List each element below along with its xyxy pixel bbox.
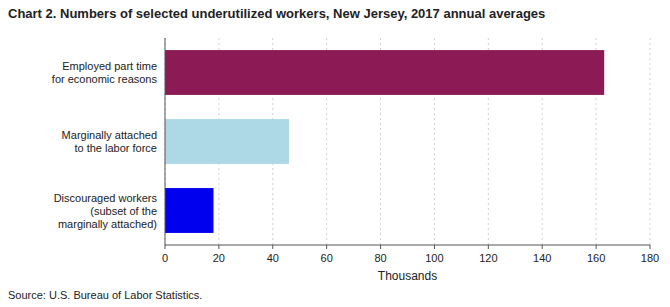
tick-label: 120 bbox=[479, 252, 497, 264]
chart-container: Chart 2. Numbers of selected underutiliz… bbox=[0, 0, 670, 307]
grid-line bbox=[165, 38, 166, 245]
category-label: Employed part timefor economic reasons bbox=[52, 60, 158, 85]
tick-mark bbox=[272, 245, 273, 249]
y-axis: Discouraged workers(subset of themargina… bbox=[52, 60, 158, 230]
tick-mark bbox=[488, 245, 489, 249]
title: Chart 2. Numbers of selected underutiliz… bbox=[8, 6, 545, 21]
tick-mark bbox=[165, 245, 166, 249]
tick-label: 60 bbox=[321, 252, 333, 264]
tick-label: 80 bbox=[374, 252, 386, 264]
x-axis-line bbox=[165, 245, 650, 246]
tick-label: 20 bbox=[213, 252, 225, 264]
tick-label: 160 bbox=[587, 252, 605, 264]
bar bbox=[165, 188, 214, 233]
category-label: Discouraged workers(subset of themargina… bbox=[54, 192, 158, 230]
y-axis-line bbox=[165, 38, 166, 245]
bars bbox=[165, 50, 604, 233]
category-label: Marginally attachedto the labor force bbox=[62, 129, 157, 154]
chart-svg: Chart 2. Numbers of selected underutiliz… bbox=[0, 0, 670, 307]
x-axis: 0 20 40 60 80 100 120 140 160 180 bbox=[162, 245, 659, 264]
tick-mark bbox=[218, 245, 219, 249]
tick-label: 40 bbox=[267, 252, 279, 264]
x-axis-label: Thousands bbox=[378, 269, 437, 283]
tick-label: 0 bbox=[162, 252, 168, 264]
bar bbox=[165, 50, 604, 95]
tick-mark bbox=[596, 245, 597, 249]
bar bbox=[165, 119, 289, 164]
tick-mark bbox=[434, 245, 435, 249]
tick-label: 140 bbox=[533, 252, 551, 264]
tick-mark bbox=[542, 245, 543, 249]
tick-label: 180 bbox=[641, 252, 659, 264]
grid bbox=[165, 38, 650, 245]
tick-label: 100 bbox=[425, 252, 443, 264]
grid-line bbox=[650, 38, 651, 245]
tick-mark bbox=[326, 245, 327, 249]
tick-mark bbox=[650, 245, 651, 249]
annotation: Source: U.S. Bureau of Labor Statistics. bbox=[8, 289, 202, 301]
tick-mark bbox=[380, 245, 381, 249]
